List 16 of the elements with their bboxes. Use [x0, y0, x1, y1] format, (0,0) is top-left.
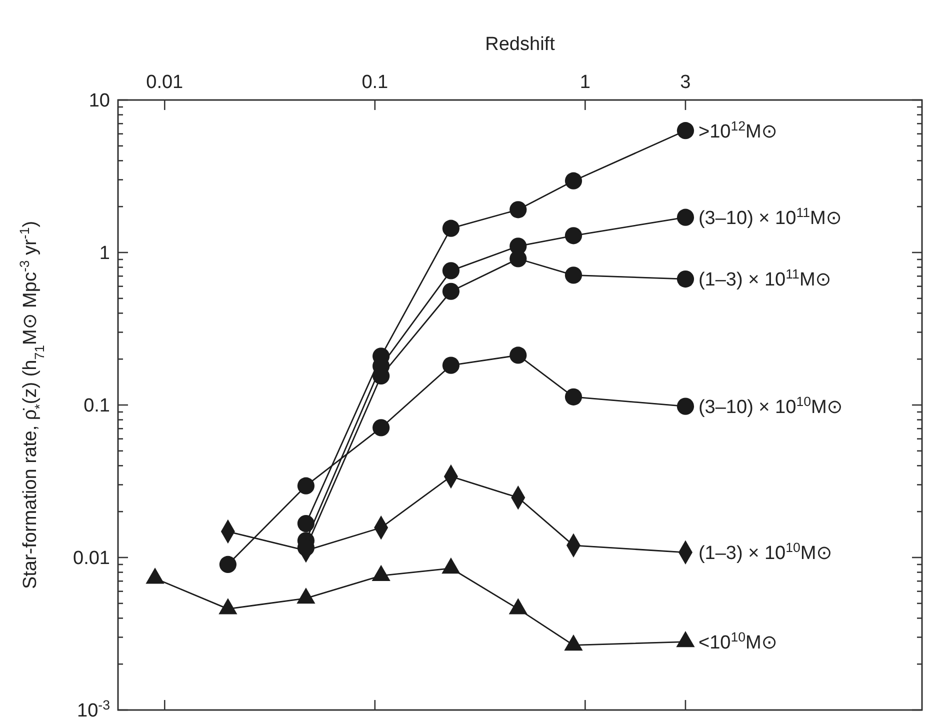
x-tick-label: 0.01 — [146, 72, 184, 93]
series-label: <10$^{10}$M⊙ — [698, 628, 778, 654]
x-tick-label: 1 — [580, 72, 590, 93]
y-tick-label: 10$^{-3}$ — [77, 697, 110, 718]
series-label: >10$^{12}$M⊙ — [698, 118, 778, 142]
series-label: (3–10) × 10$^{10}$M⊙ — [698, 393, 843, 418]
x-tick-label: 3 — [680, 72, 691, 93]
y-tick-label: 10 — [88, 90, 110, 112]
series-label: (1–3) × 10$^{10}$M⊙ — [698, 540, 832, 564]
series-label: (1–3) × 10$^{11}$M⊙ — [698, 266, 832, 291]
y-tick-label: 0.01 — [73, 548, 110, 570]
x-tick-label: 0.1 — [362, 72, 388, 93]
series-label: (3–10) × 10$^{11}$M⊙ — [698, 204, 842, 230]
x-axis-title: Redshift — [485, 34, 556, 55]
y-tick-label: 0.1 — [84, 396, 110, 417]
y-tick-label: 1 — [99, 243, 110, 264]
